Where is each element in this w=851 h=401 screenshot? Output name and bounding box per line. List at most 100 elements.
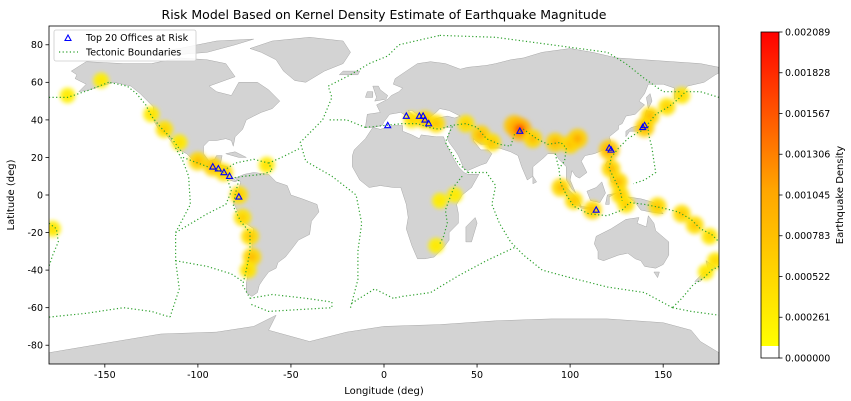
plate-boundary-middle-america-trench [182,156,225,174]
land-masses [49,37,719,364]
density-core [556,183,565,192]
office-marker-triangle-icon [415,111,424,119]
density-core [702,268,710,276]
office-marker-triangle-icon [640,121,649,129]
y-tick-label: 0 [37,190,43,201]
colorbar-white-band [761,346,779,358]
density-core [569,196,578,205]
density-core [690,221,699,229]
land-iceland [338,70,361,76]
density-core [244,266,252,274]
plate-boundary-andes-trench [232,179,251,299]
y-tick-label: -80 [27,341,43,352]
density-core [432,119,440,128]
y-tick-label: 20 [31,153,43,164]
colorbar-tick-label: 0.001567 [785,109,830,120]
density-core [238,213,247,222]
x-tick-label: -100 [187,370,209,381]
plate-boundary-australia-antarctic [467,171,673,309]
land-sri-lanka [532,175,537,185]
office-marker-triangle-icon [383,121,392,129]
density-core [607,164,616,173]
density-core [677,209,686,218]
x-axis: -150 -100 -50 0 50 100 150 [94,364,672,381]
density-core [148,110,155,118]
land-greenland [249,37,351,83]
land-australia [594,215,670,269]
density-core [64,92,71,99]
chart-title: Risk Model Based on Kernel Density Estim… [162,7,607,22]
office-marker-triangle-icon [424,119,433,127]
density-core [663,103,671,111]
density-core [614,177,623,186]
x-tick-label: 150 [654,370,672,381]
office-marker-triangle-icon [234,192,243,200]
y-tick-label: -60 [27,303,43,314]
office-marker-triangle-icon [225,171,234,179]
plate-boundary-aleutian-west [633,91,719,185]
tectonic-boundaries [49,34,719,318]
legend-triangle-icon [64,33,72,42]
density-core [408,116,416,124]
land-europe-asia [365,48,719,194]
plate-boundary-red-sea-rift [444,125,469,173]
legend-label-offices: Top 20 Offices at Risk [85,33,189,44]
density-core [433,242,440,249]
legend-label-boundaries: Tectonic Boundaries [85,48,181,59]
plate-boundary-tonga-kermadec [49,222,59,267]
land-uk [372,85,389,102]
density-core [476,130,486,140]
colorbar-gradient [761,32,779,346]
density-core [98,77,105,84]
y-tick-label: -40 [27,266,43,277]
office-marker-triangle-icon [220,168,228,176]
office-marker-triangle-icon [402,111,411,119]
density-core [550,138,560,147]
office-marker-triangle-icon [592,205,601,213]
land-africa [352,125,480,260]
density-core [462,119,470,128]
x-tick-label: 50 [471,370,483,381]
plate-boundary-nazca-east [175,179,233,234]
office-markers [208,111,649,213]
office-marker-triangle-icon [607,145,615,153]
colorbar-tick-label: 0.001045 [785,190,830,201]
office-marker-triangle-icon [421,115,429,123]
x-tick-label: -50 [283,370,299,381]
land-cuba [225,151,247,158]
colorbar-label: Earthquake Density [835,146,846,244]
density-core [176,139,183,146]
density-core [653,202,662,211]
density-core [247,252,256,261]
plate-boundary-atlantic-east [350,288,394,305]
y-tick-label: 60 [31,78,43,89]
density-core [528,134,537,143]
colorbar-tick-label: 0.001306 [785,150,830,161]
density-core [706,232,714,240]
x-tick-label: -150 [94,370,116,381]
colorbar-tick-label: 0.001828 [785,68,830,79]
plate-boundary-sw-indian [393,247,515,299]
colorbar-tick-label: 0.000261 [785,313,830,324]
plate-boundary-sunda-trench [554,153,719,243]
density-core [573,134,582,144]
colorbar-ticks: 0.000000 0.000261 0.000522 0.000783 0.001045… [779,27,830,364]
density-core [49,225,56,233]
colorbar: 0.000000 0.000261 0.000522 0.000783 0.001045… [760,27,846,364]
land-antarctica [49,314,719,364]
y-tick-label: 40 [31,115,43,126]
land-madagascar [465,217,478,243]
legend: Top 20 Offices at Risk Tectonic Boundari… [53,29,197,62]
x-axis-label: Longitude (deg) [344,386,424,397]
y-axis: -80 -60 -40 -20 0 20 40 60 80 [27,40,49,352]
plate-boundary-east-african-rift [439,175,463,245]
colorbar-tick-label: 0.002089 [785,27,830,38]
office-marker-triangle-icon [208,162,217,170]
colorbar-tick-label: 0.000000 [785,353,830,364]
density-core [711,257,719,265]
colorbar-tick-label: 0.000522 [785,272,830,283]
office-marker-triangle-icon [515,126,524,134]
density-core [646,112,655,121]
plate-boundary-antarctic-ring [672,307,719,316]
plate-boundary-caribbean-north [268,147,301,164]
